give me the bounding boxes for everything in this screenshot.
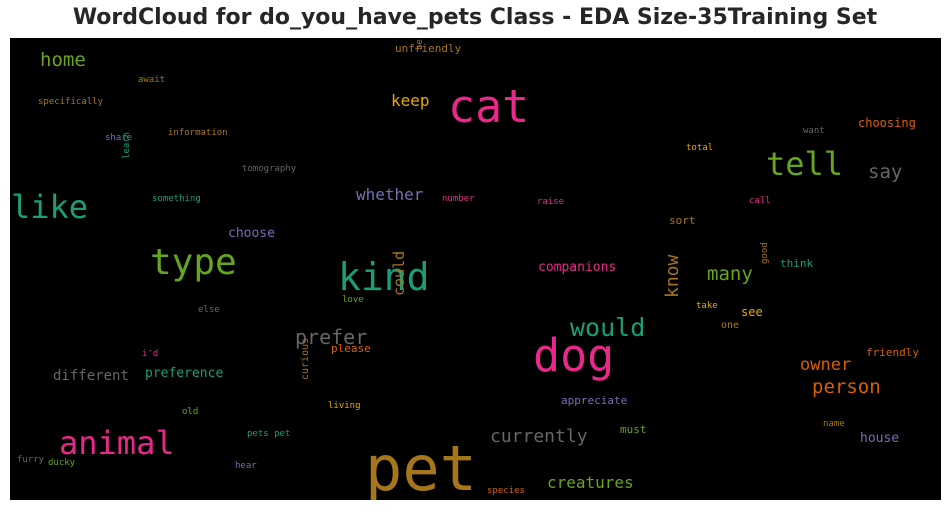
word-prefer: prefer [295,325,367,349]
word-share: share [105,133,132,143]
word-await: await [138,75,165,85]
word-cat: cat [448,80,529,133]
word-something: something [152,194,201,204]
word-ducky: ducky [48,458,76,468]
word-know: know [662,254,683,298]
word-good: good [760,242,770,264]
word-say: say [868,161,902,183]
word-owner: owner [800,355,851,375]
word-total: total [686,143,713,153]
word-raise: raise [537,197,564,207]
word-preference: preference [145,366,223,381]
word-love: love [342,295,364,305]
word-number: number [442,194,475,204]
word-take: take [696,301,718,311]
word-want: want [803,126,825,136]
word-choosing: choosing [858,116,916,130]
word-like: like [11,188,88,226]
word-must: must [620,423,647,436]
word-home: home [40,49,86,71]
word-unfriendly: unfriendly [395,42,462,55]
word-dog: dog [533,329,614,382]
word-name: name [823,419,845,429]
word-information: information [168,128,228,138]
wordcloud-svg: pet cat dog kind type like tell animal would pref… [11,38,919,500]
word-person: person [812,376,881,398]
word-could: could [390,251,408,296]
word-belong: belong [415,38,425,50]
word-furry: furry [17,455,45,465]
word-think: think [780,257,813,270]
word-many: many [707,263,753,285]
word-please: please [331,342,371,355]
word-one: one [721,320,739,331]
word-species: species [487,486,525,496]
word-call: call [749,196,771,206]
word-would: would [570,313,645,342]
word-specifically: specifically [38,97,104,107]
word-choose: choose [228,226,275,241]
word-hear: hear [235,461,257,471]
word-tell: tell [766,145,843,183]
word-pet: pet [365,432,477,500]
word-different: different [53,368,129,384]
word-pets-pet: pets pet [247,429,290,439]
word-creatures: creatures [547,473,634,492]
word-see: see [741,305,763,319]
word-living: living [328,401,361,411]
word-appreciate: appreciate [561,394,627,407]
word-learn: learn [122,132,132,159]
word-sort: sort [669,214,696,227]
word-companions: companions [538,260,616,275]
word-curious: curious [300,338,311,380]
word-i-d: i'd [142,349,158,359]
word-friendly: friendly [866,346,919,359]
word-old: old [182,407,198,417]
word-kind: kind [338,255,430,299]
word-currently: currently [490,426,588,447]
word-animal: animal [59,424,175,462]
word-type: type [150,242,237,283]
chart-title: WordCloud for do_you_have_pets Class - E… [72,5,878,30]
wordcloud-canvas: pet cat dog kind type like tell animal would pref… [10,38,941,500]
word-else: else [198,305,220,315]
word-keep: keep [391,91,430,110]
word-tomography: tomography [242,164,297,174]
word-house: house [860,431,899,446]
word-whether: whether [356,185,424,204]
